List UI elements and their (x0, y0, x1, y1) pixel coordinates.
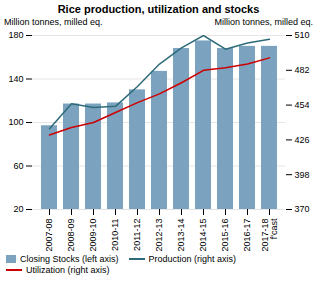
html-text:Production (right axis): Production (right axis) (148, 254, 237, 264)
svg-text:454: 454 (295, 100, 310, 110)
svg-text:2017-18f'cast: 2017-18f'cast (260, 218, 279, 252)
html-text:Closing Stocks (left axis): Closing Stocks (left axis) (20, 254, 119, 264)
svg-text:2013-14: 2013-14 (176, 219, 186, 252)
svg-text:370: 370 (295, 204, 310, 214)
html-text:Rice production, utilization a: Rice production, utilization and stocks (57, 3, 260, 15)
html-text:Utilization (right axis): Utilization (right axis) (26, 265, 110, 275)
svg-text:426: 426 (295, 135, 310, 145)
svg-text:2007-08: 2007-08 (44, 219, 54, 252)
svg-text:510: 510 (295, 30, 310, 40)
svg-text:100: 100 (8, 117, 23, 127)
svg-text:2008-09: 2008-09 (66, 219, 76, 252)
svg-text:20: 20 (13, 204, 23, 214)
svg-text:180: 180 (8, 30, 23, 40)
svg-text:140: 140 (8, 74, 23, 84)
html-text:Million tonnes, milled eq.: Million tonnes, milled eq. (4, 17, 103, 27)
svg-text:2012-13: 2012-13 (154, 219, 164, 252)
svg-text:2015-16: 2015-16 (220, 219, 230, 252)
svg-text:398: 398 (295, 170, 310, 180)
svg-text:2011-12: 2011-12 (132, 219, 142, 251)
svg-text:2014-15: 2014-15 (198, 219, 208, 252)
svg-text:482: 482 (295, 65, 310, 75)
svg-text:2010-11: 2010-11 (110, 219, 120, 251)
svg-text:2016-17: 2016-17 (242, 219, 252, 252)
html-text:Million tonnes, milled eq.: Million tonnes, milled eq. (214, 17, 313, 27)
svg-text:2009-10: 2009-10 (88, 219, 98, 252)
svg-text:60: 60 (13, 161, 23, 171)
